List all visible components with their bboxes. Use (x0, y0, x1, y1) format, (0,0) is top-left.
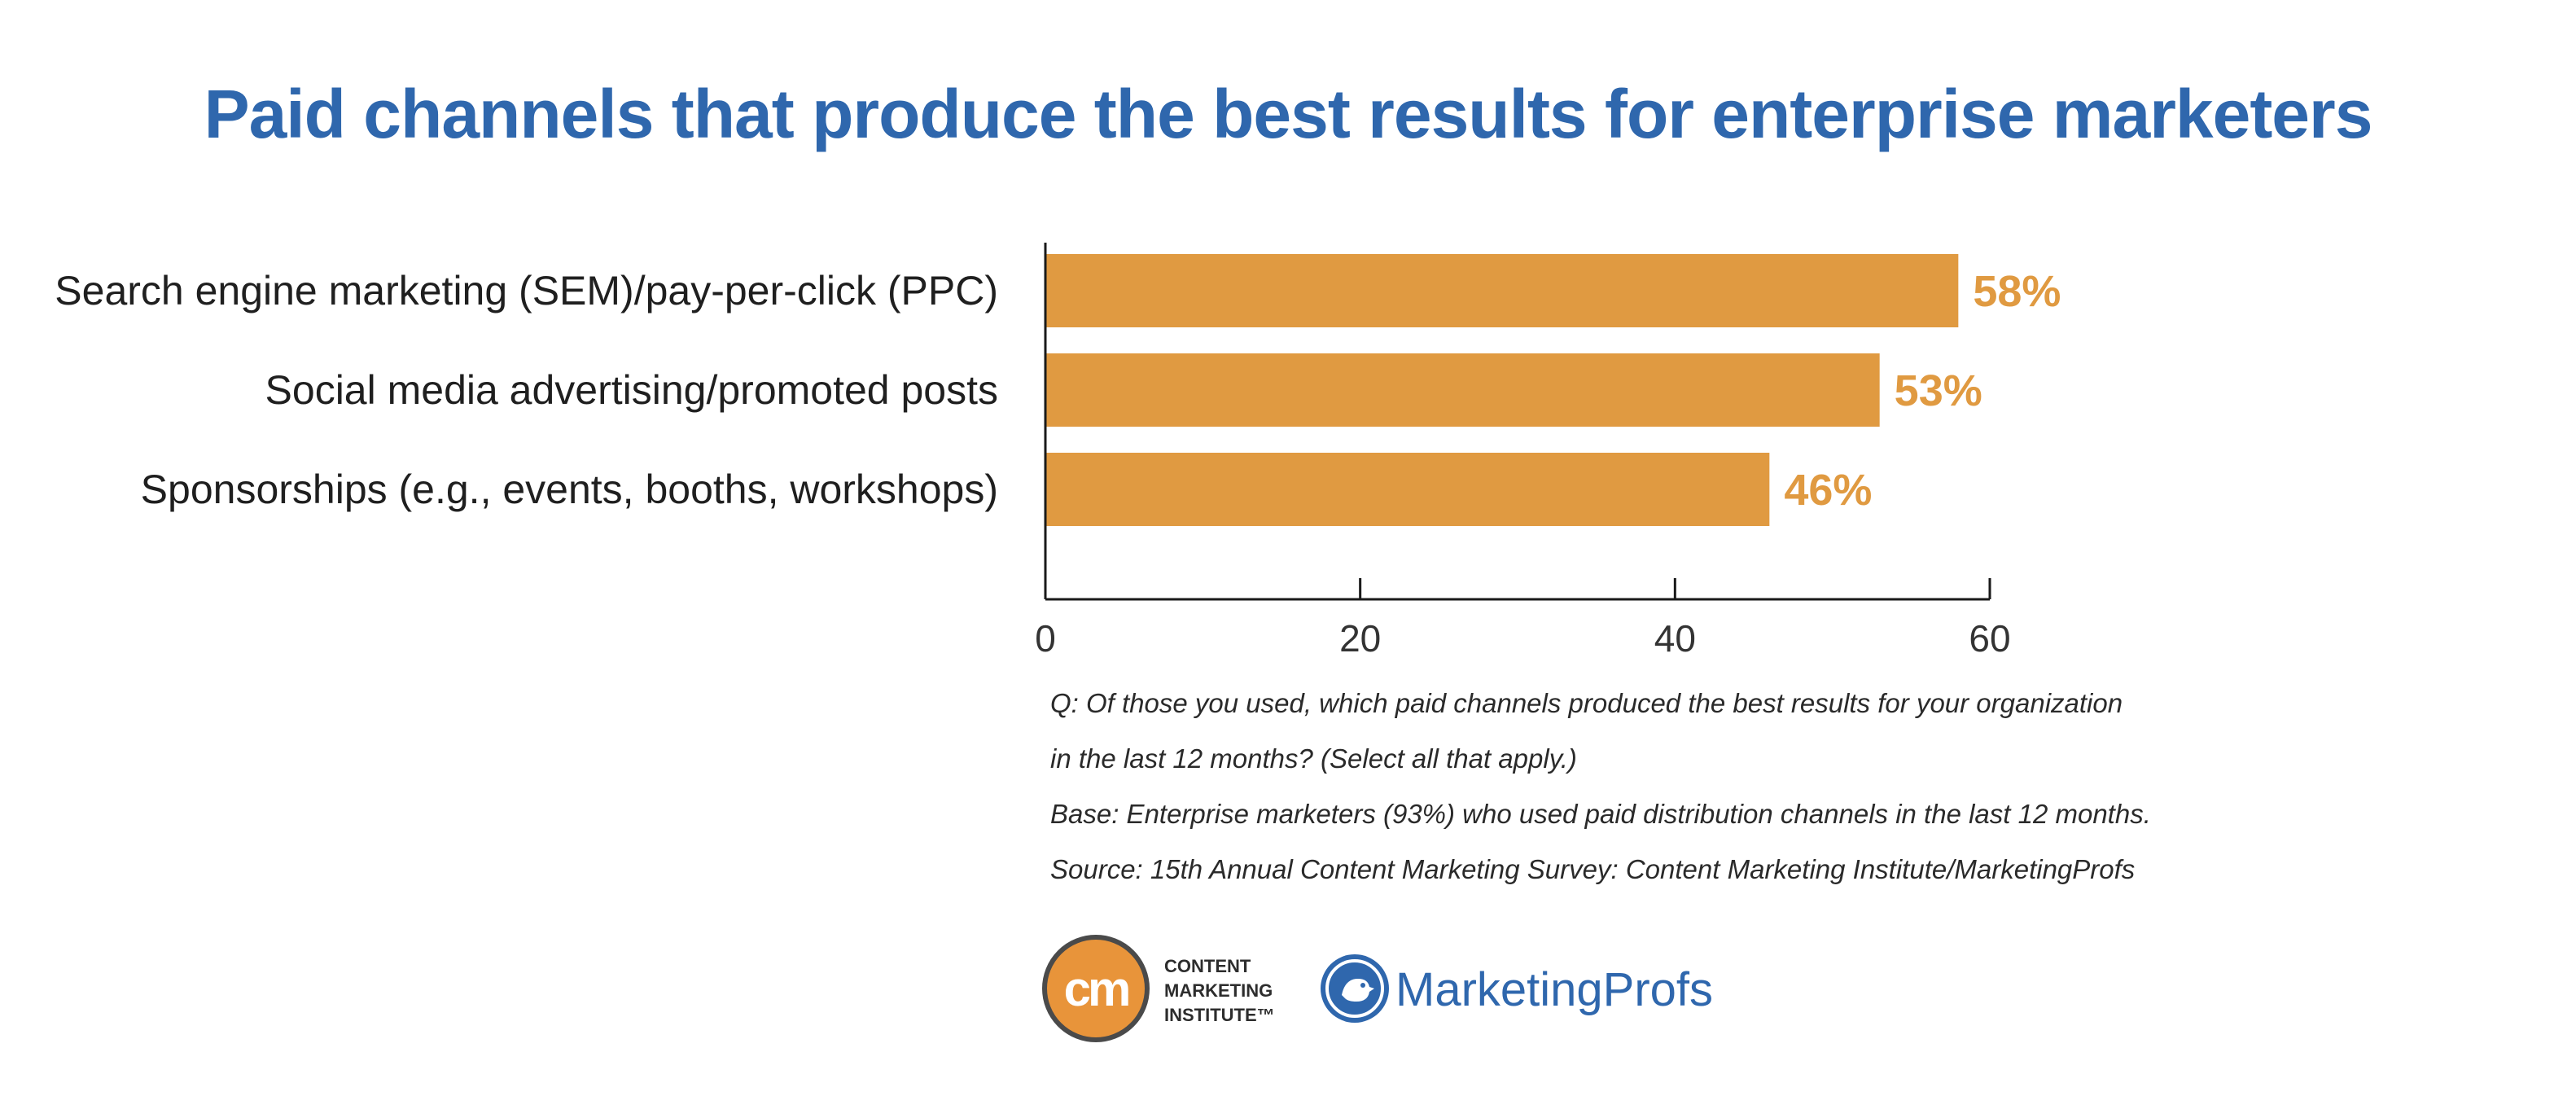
x-tick-label: 0 (1035, 617, 1056, 660)
cmi-line-2: MARKETING (1164, 980, 1273, 1001)
bar-value-label: 46% (1784, 466, 1872, 515)
category-label: Sponsorships (e.g., events, booths, work… (141, 467, 998, 512)
marketingprofs-logo: MarketingProfs (1321, 951, 1744, 1029)
bar (1045, 254, 1959, 327)
cmi-wordmark: CONTENT MARKETING INSTITUTE™ (1164, 954, 1275, 1028)
bar-chart: Search engine marketing (SEM)/pay-per-cl… (55, 243, 2061, 660)
x-tick-label: 40 (1654, 617, 1696, 660)
note-source: Source: 15th Annual Content Marketing Su… (1050, 854, 2136, 884)
marketingprofs-wordmark: MarketingProfs (1395, 963, 1714, 1016)
category-label: Social media advertising/promoted posts (265, 367, 998, 413)
bar-value-label: 58% (1973, 267, 2061, 316)
cmi-mark: cm (1063, 962, 1132, 1016)
bar (1045, 453, 1770, 526)
cmi-circle-icon: cm (1042, 935, 1150, 1042)
x-tick-label: 60 (1969, 617, 2010, 660)
chart-notes: Q: Of those you used, which paid channel… (1050, 676, 2434, 897)
chart-title: Paid channels that produce the best resu… (204, 76, 2373, 152)
bar (1045, 353, 1880, 427)
cmi-line-1: CONTENT (1164, 956, 1251, 976)
content-marketing-institute-logo: cm CONTENT MARKETING INSTITUTE™ (1042, 935, 1319, 1049)
bird-icon (1321, 954, 1389, 1023)
category-label: Search engine marketing (SEM)/pay-per-cl… (55, 268, 998, 313)
note-question-line-1: Q: Of those you used, which paid channel… (1050, 688, 2123, 718)
x-tick-label: 20 (1339, 617, 1381, 660)
cmi-line-3: INSTITUTE™ (1164, 1005, 1275, 1025)
note-question-line-2: in the last 12 months? (Select all that … (1050, 743, 1577, 774)
bar-value-label: 53% (1895, 366, 1982, 415)
note-base: Base: Enterprise marketers (93%) who use… (1050, 799, 2151, 829)
